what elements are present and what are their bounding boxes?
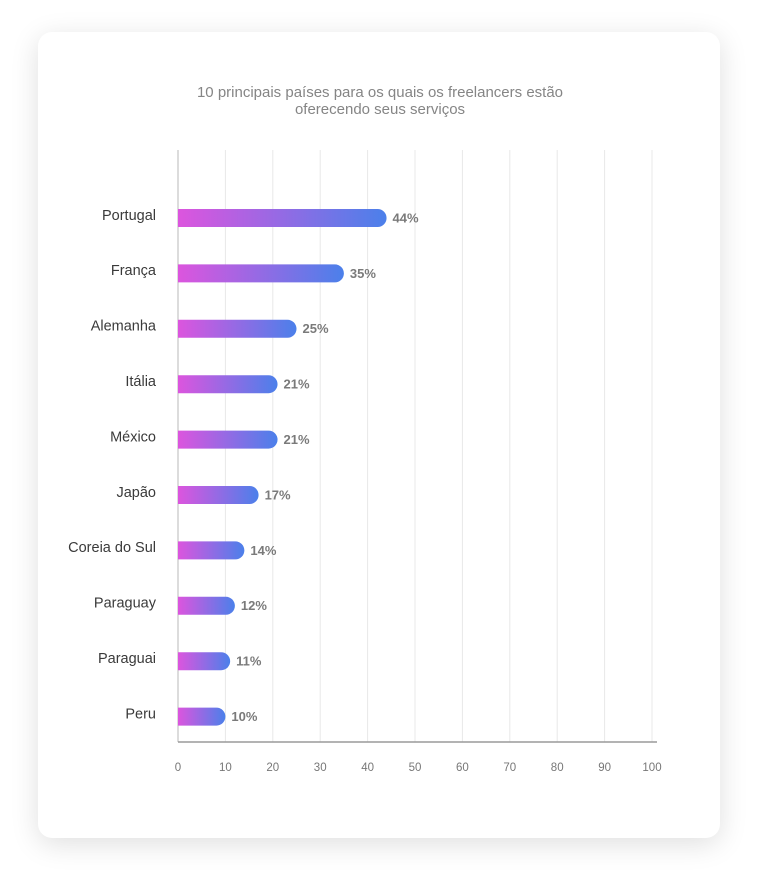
x-tick-label: 50: [409, 762, 422, 774]
value-label: 35%: [350, 266, 376, 281]
y-tick-label: Itália: [125, 374, 157, 390]
x-tick-label: 60: [456, 762, 469, 774]
bar: [178, 541, 245, 560]
y-tick-label: Alemanha: [91, 319, 157, 335]
bar: [178, 596, 235, 615]
y-tick-label: Paraguay: [94, 596, 157, 612]
y-tick-label: Portugal: [102, 208, 156, 224]
value-label: 11%: [236, 654, 262, 669]
x-tick-label: 10: [219, 762, 232, 774]
value-label: 14%: [250, 543, 276, 558]
y-tick-label: França: [111, 263, 157, 279]
x-tick-label: 20: [266, 762, 279, 774]
value-label: 44%: [393, 210, 419, 225]
y-tick-label: Paraguai: [98, 651, 156, 667]
y-tick-label: Peru: [125, 706, 156, 722]
value-label: 21%: [284, 432, 310, 447]
x-tick-label: 40: [361, 762, 374, 774]
y-tick-label: México: [110, 429, 156, 445]
value-label: 12%: [241, 598, 267, 613]
bar: [178, 707, 226, 726]
value-label: 25%: [303, 321, 329, 336]
y-tick-label: Coreia do Sul: [68, 540, 156, 556]
x-tick-label: 90: [598, 762, 611, 774]
bar: [178, 319, 297, 338]
card: [38, 32, 720, 838]
x-tick-label: 30: [314, 762, 327, 774]
bar: [178, 209, 387, 228]
value-label: 21%: [284, 377, 310, 392]
value-label: 17%: [265, 487, 291, 502]
bar: [178, 264, 344, 283]
bar: [178, 430, 278, 449]
bar: [178, 652, 231, 671]
y-tick-label: Japão: [116, 485, 156, 501]
x-tick-label: 80: [551, 762, 564, 774]
x-tick-label: 100: [642, 762, 661, 774]
chart-title: 10 principais países para os quais os fr…: [196, 84, 564, 118]
bar: [178, 375, 278, 394]
bar: [178, 486, 259, 504]
x-tick-label: 0: [175, 762, 181, 774]
x-tick-label: 70: [503, 762, 516, 774]
value-label: 10%: [231, 709, 257, 724]
